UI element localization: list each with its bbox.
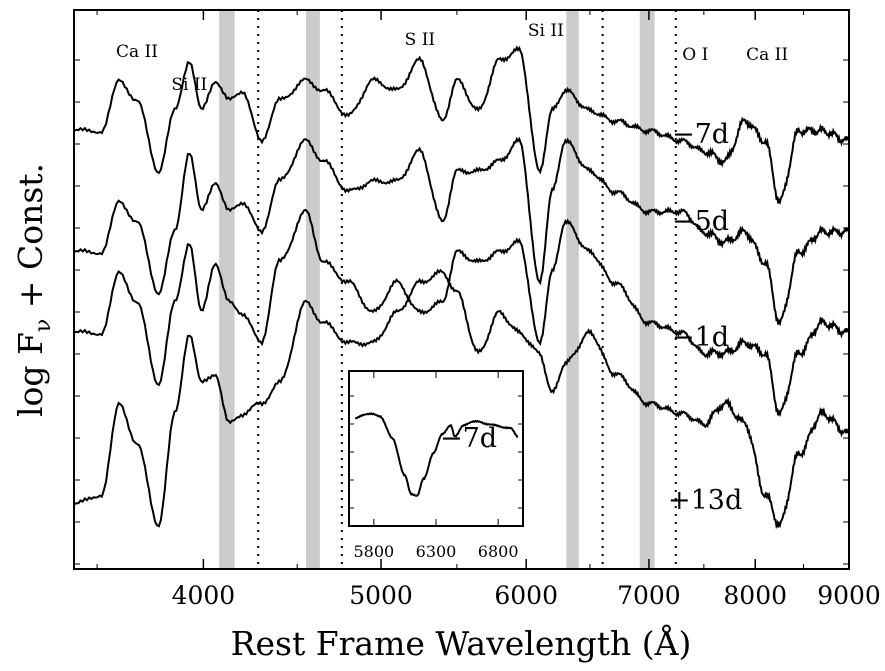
inset-x-tick-label-1: 5800 (353, 542, 394, 561)
inset-tick-labels: 5800 6300 6800 (353, 542, 518, 561)
inset-panel: −7d (348, 370, 524, 527)
ion-label-6: Ca II (746, 45, 788, 65)
y-axis-label-main: log F (11, 332, 50, 417)
ion-label-1: Ca II (116, 42, 158, 62)
inset-series-label: −7d (440, 423, 497, 454)
spectrum-line-2 (73, 136, 850, 327)
x-tick-label-6: 9000 (817, 581, 881, 610)
x-tick-label-2: 5000 (349, 581, 413, 610)
grey-band-1 (219, 10, 235, 569)
y-axis-label: log Fν + Const. (11, 163, 56, 417)
series-label-3: −1d (672, 322, 729, 353)
x-tick-label-1: 4000 (172, 581, 236, 610)
inset-x-tick-label-3: 6800 (478, 542, 519, 561)
inset-spectrum (354, 412, 519, 497)
x-tick-label-5: 8000 (723, 581, 787, 610)
inset-x-tick-label-2: 6300 (416, 542, 457, 561)
spectrum-line-3 (73, 208, 850, 418)
plot-frame (73, 9, 850, 570)
x-tick-labels: 4000 5000 6000 7000 8000 9000 (172, 581, 881, 610)
dotted-lines (257, 10, 677, 569)
grey-band-4 (639, 10, 655, 569)
x-tick-label-4: 7000 (617, 581, 681, 610)
grey-band-3 (566, 10, 579, 569)
ion-label-3: S II (405, 30, 435, 50)
spectrum-line-1 (73, 45, 850, 206)
series-label-4: +13d (668, 485, 742, 516)
x-axis-label: Rest Frame Wavelength (Å) (231, 623, 692, 663)
y-axis-label-subscript: ν (31, 319, 56, 332)
ion-labels: Ca II Si II S II Si II O I Ca II (116, 21, 788, 95)
ion-label-4: Si II (528, 21, 564, 41)
series-labels: −7d −5d −1d +13d (668, 119, 742, 516)
series-label-2: −5d (672, 206, 729, 237)
x-tick-label-3: 6000 (494, 581, 558, 610)
grey-bands (219, 10, 655, 569)
y-axis-label-suffix: + Const. (11, 163, 50, 319)
grey-band-2 (305, 10, 320, 569)
inset-ticks (349, 371, 523, 526)
spectrum-line-4 (73, 268, 850, 530)
series-label-1: −7d (672, 119, 729, 150)
ion-label-2: Si II (171, 75, 207, 95)
spectra-lines (73, 45, 850, 530)
ion-label-5: O I (682, 45, 708, 65)
